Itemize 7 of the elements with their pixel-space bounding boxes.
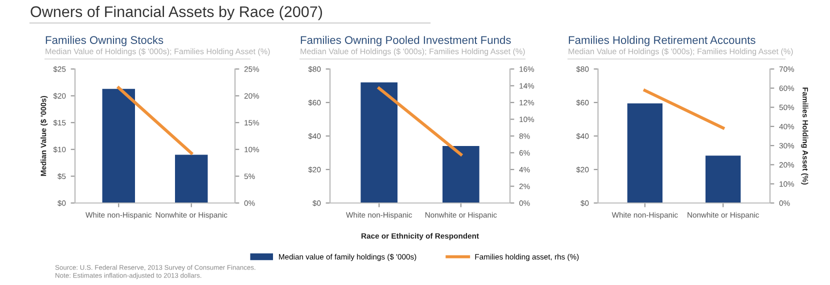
chart-title: Families Holding Retirement Accounts [568, 36, 756, 46]
chart-subtitle: Median Value of Holdings ($ '000s); Families Holding Asset (%) [300, 48, 525, 56]
chart-title: Families Owning Pooled Investment Funds [300, 36, 511, 46]
chart-subtitle: Median Value of Holdings ($ '000s); Families Holding Asset (%) [46, 48, 270, 56]
chart-title: Families Owning Stocks [46, 36, 164, 46]
text: Owners of Financial Assets by Race (2007) [30, 6, 322, 20]
chart-subtitle: Median Value of Holdings ($ '000s); Families Holding Asset (%) [568, 48, 793, 56]
